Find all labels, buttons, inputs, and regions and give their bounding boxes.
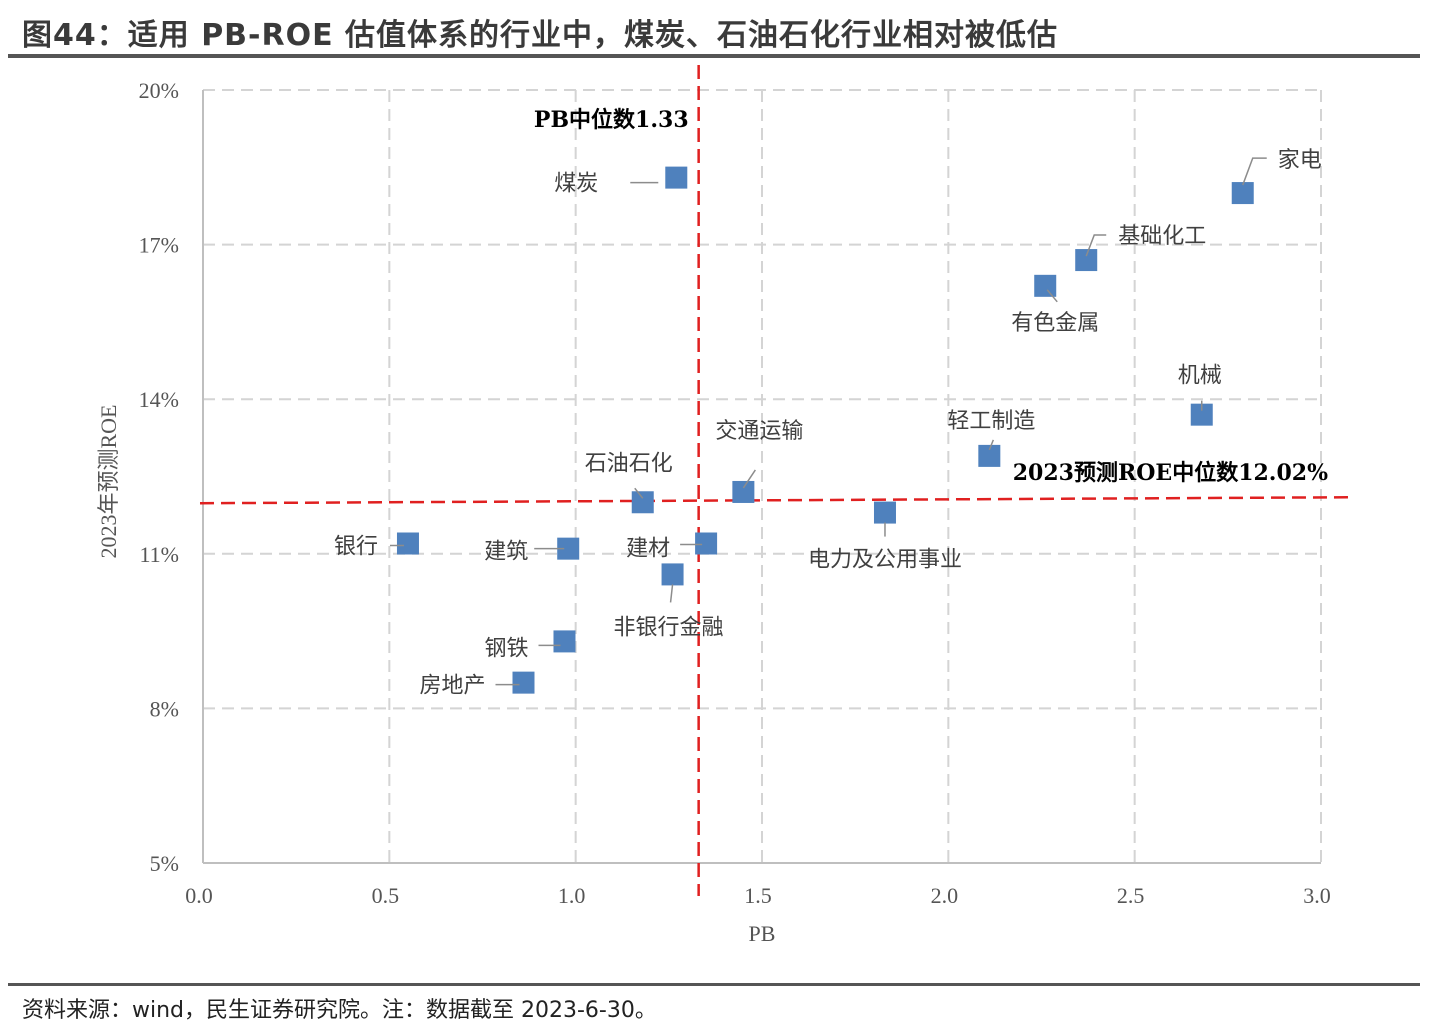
label-leader-line [1242,157,1267,186]
y-axis-title: 2023年预测ROE [96,404,121,558]
data-point-label: 机械 [1178,364,1222,389]
label-leader-line [1046,289,1058,303]
figure-title: 图44：适用 PB-ROE 估值体系的行业中，煤炭、石油石化行业相对被低估 [22,18,1059,53]
median-lines [199,65,1355,896]
data-point-marker [873,501,896,524]
data-point-label: 银行 [334,534,378,559]
data-point-marker [1034,274,1057,297]
data-point-label: 煤炭 [554,172,598,197]
data-point-marker [661,563,684,586]
data-point-label: 建筑 [484,540,528,565]
source-note: 资料来源：wind，民生证券研究院。注：数据截至 2023-6-30。 [22,998,657,1023]
data-point-label: 钢铁 [484,636,528,661]
data-point-marker [512,671,535,694]
data-point-label: 房地产 [419,674,485,699]
axes: 5% 8% 11% 14% 17% 20% 0.0 0.5 1.0 1.5 2.0 2.5 3.0 [139,78,1331,908]
label-leader-line [742,469,756,489]
pb-roe-scatter-chart: 5% 8% 11% 14% 17% 20% 0.0 0.5 1.0 1.5 2.0 2.5 3.0 煤炭… [96,65,1355,946]
label-leader-line [988,439,995,451]
data-point-marker [978,444,1001,467]
y-tick-label: 17% [139,233,179,258]
label-leader-line [1085,234,1107,257]
roe-median-label: 2023预测ROE中位数12.02% [1013,460,1328,486]
x-tick-label: 0.0 [185,883,213,908]
x-axis-title: PB [749,921,776,946]
x-tick-label: 3.0 [1303,883,1331,908]
data-point-label: 建材 [626,536,670,561]
y-tick-label: 11% [139,542,179,567]
data-point-marker [695,532,718,555]
x-tick-label: 1.0 [558,883,586,908]
grid [203,89,1322,863]
x-tick-label: 2.0 [931,883,959,908]
label-leader-line [669,584,674,603]
y-tick-label: 8% [150,696,179,721]
data-point-marker [631,491,654,514]
data-point-marker [732,480,755,503]
y-tick-label: 5% [150,851,179,876]
data-point-label: 石油石化 [585,451,673,476]
data-points [396,166,1254,694]
data-point-marker [396,532,419,555]
data-point-marker [1190,403,1213,426]
y-tick-label: 20% [139,78,179,103]
x-tick-label: 0.5 [372,883,400,908]
pb-median-label: PB中位数1.33 [534,107,689,133]
label-leader-line [634,487,644,499]
data-point-marker [553,630,576,653]
data-point-marker [665,166,688,189]
x-tick-label: 2.5 [1117,883,1145,908]
footer-rule [8,983,1420,986]
title-rule [8,54,1420,58]
data-point-label: 基础化工 [1118,224,1206,249]
y-tick-label: 14% [139,387,179,412]
data-point-label: 有色金属 [1011,311,1099,336]
roe-median-line [199,495,1355,505]
data-point-label: 电力及公用事业 [808,548,962,573]
data-point-marker [1075,249,1098,272]
data-point-marker [557,537,580,560]
data-point-label: 轻工制造 [947,409,1035,434]
data-point-label: 家电 [1278,148,1322,173]
x-tick-label: 1.5 [744,883,772,908]
data-point-label: 交通运输 [715,419,803,444]
data-point-label: 非银行金融 [614,615,724,640]
data-point-marker [1231,182,1254,205]
